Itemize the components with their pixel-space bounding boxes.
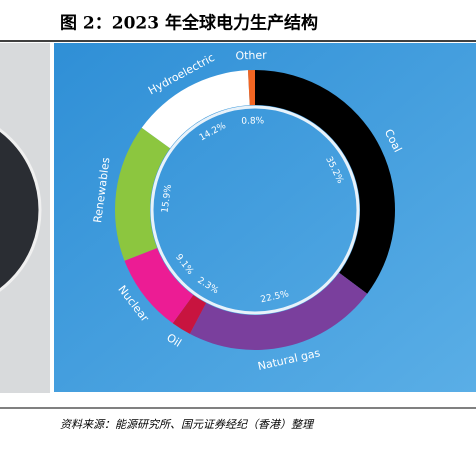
value-label: 0.8% xyxy=(241,116,265,127)
donut-segment xyxy=(172,294,207,334)
donut-segment xyxy=(115,127,171,261)
photo-coal xyxy=(0,128,42,292)
donut-segment xyxy=(189,272,368,350)
donut-segment xyxy=(124,248,194,324)
donut-segment xyxy=(247,70,255,106)
value-label: 15.9% xyxy=(160,183,174,213)
donut-segment xyxy=(255,70,396,294)
inner-ring xyxy=(150,105,360,315)
donut-segment xyxy=(141,70,250,149)
category-label: Other xyxy=(235,49,267,63)
source: 资料来源：能源研究所、国元证券经纪（香港）整理 xyxy=(60,418,315,431)
figure-title: 图 2：2023 年全球电力生产结构 xyxy=(60,13,318,34)
